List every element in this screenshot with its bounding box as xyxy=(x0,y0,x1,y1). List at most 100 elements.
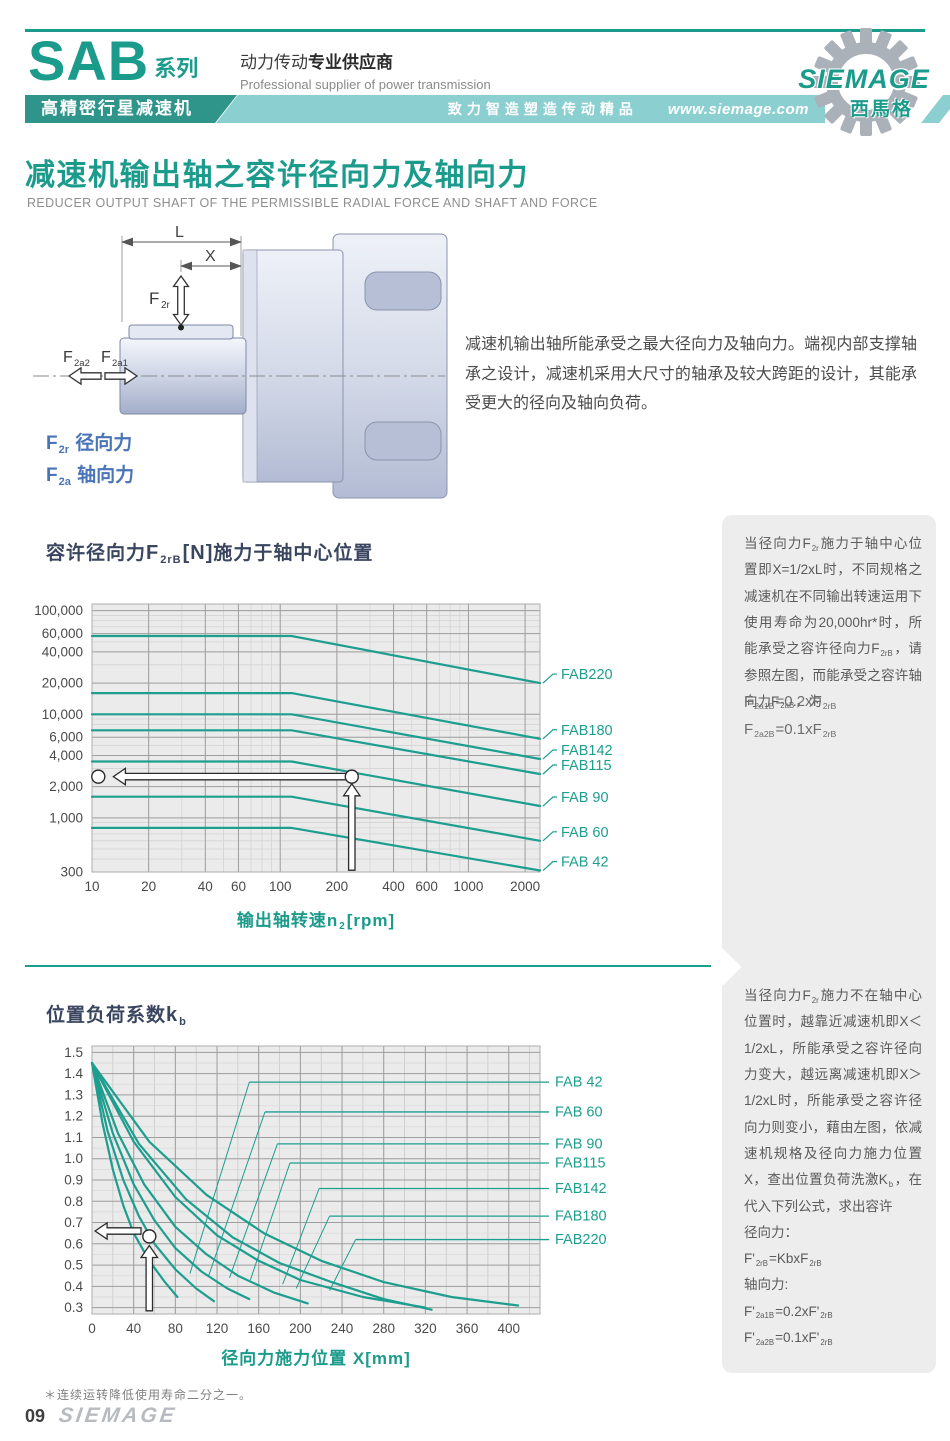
intro-paragraph: 减速机输出轴所能承受之最大径向力及轴向力。端视内部支撑轴承之设计，减速机采用大尺… xyxy=(465,336,917,413)
sidebar-note-2: 当径向力F2r施力不在轴中心位置时，越靠近减速机即X＜1/2xL，所能承受之容许… xyxy=(744,983,922,1351)
svg-text:1.4: 1.4 xyxy=(64,1066,83,1081)
svg-text:0.6: 0.6 xyxy=(64,1236,83,1251)
svg-text:100,000: 100,000 xyxy=(34,603,83,618)
svg-text:400: 400 xyxy=(382,879,405,894)
axial-formula-1: F2a1B=0.2xF2rB xyxy=(744,693,837,711)
page-title: 减速机输出轴之容许径向力及轴向力 xyxy=(25,159,529,192)
section-divider-line xyxy=(25,965,711,967)
svg-text:1.3: 1.3 xyxy=(64,1087,83,1102)
svg-text:200: 200 xyxy=(289,1321,312,1336)
footnote: ＊连续运转降低使用寿命二分之一。 xyxy=(44,1388,253,1402)
bolt-slot-top xyxy=(364,271,442,311)
svg-text:0.3: 0.3 xyxy=(64,1300,83,1315)
tagline-en: Professional supplier of power transmiss… xyxy=(240,77,491,92)
axial-formula-line-2: F'2a2B=0.1xF'2rB xyxy=(744,1330,833,1347)
sidebar-panel xyxy=(722,515,936,1373)
page-footer: 09 SIEMAGE xyxy=(25,1404,179,1428)
svg-text:1000: 1000 xyxy=(453,879,483,894)
svg-text:40: 40 xyxy=(126,1321,141,1336)
band-slogan: 致力智造塑造传动精品 xyxy=(447,101,638,117)
svg-text:100: 100 xyxy=(269,879,292,894)
svg-text:360: 360 xyxy=(456,1321,479,1336)
dim-label-X: X xyxy=(205,248,216,265)
svg-text:FAB142: FAB142 xyxy=(561,743,613,759)
svg-text:FAB 90: FAB 90 xyxy=(555,1136,603,1152)
svg-text:FAB115: FAB115 xyxy=(561,758,612,774)
svg-text:FAB 90: FAB 90 xyxy=(561,790,609,806)
svg-text:60,000: 60,000 xyxy=(42,626,83,641)
svg-text:40,000: 40,000 xyxy=(42,644,83,659)
load-factor-chart-xlabel: 径向力施力位置 X[mm] xyxy=(221,1349,411,1368)
axial-heading-line: 轴向力: xyxy=(744,1277,789,1293)
svg-text:1.5: 1.5 xyxy=(64,1045,83,1060)
brand-series-suffix: 系列 xyxy=(154,56,199,82)
axial-force-arrow-right xyxy=(104,366,139,386)
svg-text:200: 200 xyxy=(326,879,349,894)
svg-text:0.8: 0.8 xyxy=(64,1194,83,1209)
gearbox-flange xyxy=(242,249,344,483)
dim-label-L: L xyxy=(175,226,184,241)
diagram-legend-radial: F2r 径向力 xyxy=(46,433,133,456)
svg-text:20,000: 20,000 xyxy=(42,676,83,691)
svg-text:FAB115: FAB115 xyxy=(555,1155,606,1171)
svg-text:600: 600 xyxy=(415,879,438,894)
svg-text:2,000: 2,000 xyxy=(49,779,83,794)
radial-force-chart: 10 20 40 60 100 200 400 600 1000 2000 100,000 60,00… xyxy=(34,603,613,894)
svg-text:400: 400 xyxy=(497,1321,520,1336)
page-number: 09 xyxy=(25,1406,46,1426)
force-application-point xyxy=(178,324,184,331)
svg-text:320: 320 xyxy=(414,1321,437,1336)
axial-formula-line-1: F'2a1B=0.2xF'2rB xyxy=(744,1303,833,1321)
svg-text:1.0: 1.0 xyxy=(64,1151,83,1166)
axial-formula-2: F2a2B=0.1xF2rB xyxy=(744,720,837,739)
band-series-name: 高精密行星减速机 xyxy=(25,95,237,123)
svg-text:FAB180: FAB180 xyxy=(555,1209,607,1225)
radial-force-arrow xyxy=(172,274,190,327)
svg-text:2000: 2000 xyxy=(510,879,540,894)
axial-force-arrow-left xyxy=(67,366,102,386)
brand-block: SAB 系列 xyxy=(28,29,199,92)
load-factor-chart-title: 位置负荷系数kb xyxy=(46,1004,187,1028)
svg-text:120: 120 xyxy=(206,1321,229,1336)
svg-text:0.7: 0.7 xyxy=(64,1215,83,1230)
svg-text:40: 40 xyxy=(198,879,213,894)
bolt-slot-bottom xyxy=(364,421,442,461)
radial-formula-line: F'2rB=KbxF2rB xyxy=(744,1251,822,1268)
logo-chinese-name: 西馬格 xyxy=(850,99,914,120)
sidebar-formulas-1: F2a1B=0.2xF2rB F2a2B=0.1xF2rB xyxy=(744,688,837,744)
siemage-logo: SIEMAGE 西馬格 xyxy=(780,28,950,138)
top-rule xyxy=(25,29,925,32)
svg-text:1,000: 1,000 xyxy=(49,810,83,825)
page-subtitle: REDUCER OUTPUT SHAFT OF THE PERMISSIBLE … xyxy=(27,196,598,210)
f2a2-label-sub: 2a2 xyxy=(74,358,90,369)
sidebar-note-1: 当径向力F2r施力于轴中心位置即X=1/2xL时，不同规格之减速机在不同输出转速… xyxy=(744,536,923,711)
website-url: www.siemage.com xyxy=(667,100,809,118)
tagline-block: 动力传动专业供应商 Professional supplier of power… xyxy=(240,48,491,92)
svg-text:60: 60 xyxy=(231,879,246,894)
radial-chart-xlabel: 输出轴转速n2[rpm] xyxy=(236,911,396,933)
f2r-label-sub: 2r xyxy=(161,300,171,311)
tagline-zh: 动力传动专业供应商 xyxy=(240,53,393,72)
diagram-legend-axial: F2a 轴向力 xyxy=(46,465,135,488)
svg-text:FAB 42: FAB 42 xyxy=(561,855,609,871)
svg-text:280: 280 xyxy=(372,1321,395,1336)
logo-wordmark: SIEMAGE xyxy=(798,64,930,94)
svg-text:80: 80 xyxy=(168,1321,183,1336)
svg-text:240: 240 xyxy=(331,1321,354,1336)
gear-icon xyxy=(812,28,920,136)
f2r-label: F xyxy=(149,289,159,308)
radial-force-chart-title: 容许径向力F2rB[N]施力于轴中心位置 xyxy=(46,542,374,566)
svg-text:4,000: 4,000 xyxy=(49,748,83,763)
svg-text:6,000: 6,000 xyxy=(49,730,83,745)
svg-text:FAB 60: FAB 60 xyxy=(561,825,609,841)
f2a1-label-sub: 2a1 xyxy=(112,358,128,369)
sidebar-note-2-paragraph: 当径向力F2r施力不在轴中心位置时，越靠近减速机即X＜1/2xL，所能承受之容许… xyxy=(744,988,923,1214)
radial-heading-line: 径向力： xyxy=(744,1224,798,1240)
brand-sab: SAB xyxy=(28,29,150,92)
svg-text:0.5: 0.5 xyxy=(64,1258,83,1273)
svg-text:10,000: 10,000 xyxy=(42,707,83,722)
load-factor-chart: 0 40 80 120 160 200 240 280 320 360 400 1.5 1.4 1.3 1.… xyxy=(64,1045,607,1336)
footer-brand: SIEMAGE xyxy=(57,1404,179,1427)
svg-text:FAB180: FAB180 xyxy=(561,723,613,739)
